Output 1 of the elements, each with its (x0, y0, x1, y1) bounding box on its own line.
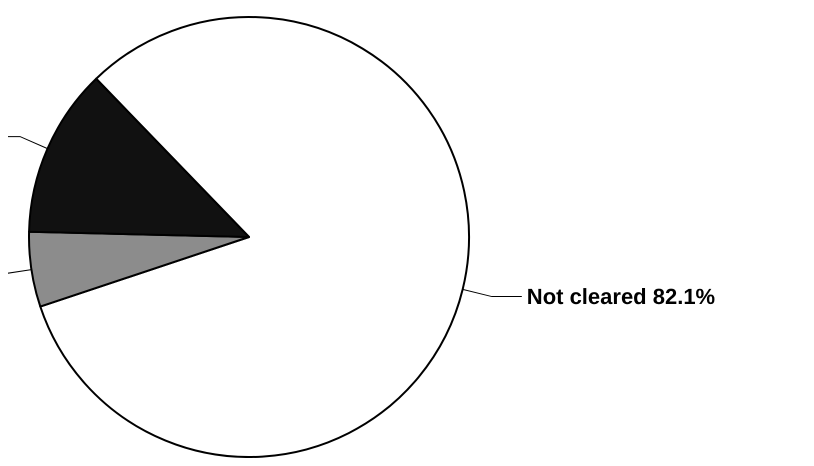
slice-label: Not cleared 82.1% (526, 284, 716, 310)
